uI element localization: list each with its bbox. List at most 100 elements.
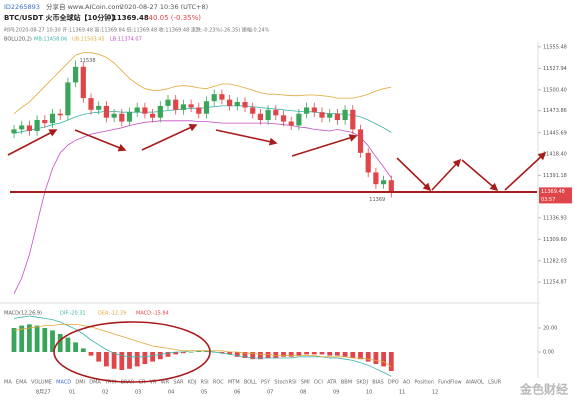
candle-body	[304, 107, 310, 114]
candle-body	[203, 101, 210, 114]
indicator-line	[13, 105, 392, 134]
macd-bar	[57, 333, 63, 352]
legend-entry: DIF:-20.31	[60, 311, 86, 317]
macd-bar	[381, 351, 386, 367]
indicator-tab[interactable]: ATR	[327, 380, 337, 386]
indicator-tab[interactable]: SAR	[173, 380, 184, 386]
candle-body	[111, 113, 117, 118]
macd-bar	[73, 342, 78, 352]
x-tick-label: 06	[234, 390, 240, 396]
macd-bar	[327, 351, 333, 356]
y-tick-label: 11282.03	[543, 258, 567, 264]
indicator-tab[interactable]: MACD	[56, 380, 71, 386]
legend-entry: MACD:-15.84	[136, 311, 169, 317]
macd-bar	[219, 351, 225, 354]
indicator-tab[interactable]: MTM	[228, 380, 240, 386]
macd-bar	[157, 351, 163, 360]
candle-body	[327, 113, 333, 118]
indicator-tab[interactable]: SMI	[301, 380, 310, 386]
candle-body	[150, 113, 156, 118]
indicator-tab[interactable]: SKDJ	[356, 380, 368, 386]
indicator-tab[interactable]: BIAS	[372, 380, 384, 386]
watermark: 金色财经	[519, 382, 568, 397]
macd-bar	[227, 351, 232, 355]
candle-body	[134, 107, 140, 113]
indicator-tab[interactable]: WR	[161, 380, 170, 386]
candle-body	[19, 125, 25, 130]
indicator-title: BOLL(20,2)	[4, 37, 32, 43]
annotation-ellipse	[53, 321, 211, 383]
macd-bar	[342, 351, 348, 357]
candle-body	[257, 113, 263, 120]
macd-bar	[173, 351, 179, 355]
macd-bar	[127, 351, 132, 369]
indicator-tab[interactable]: PSY	[261, 380, 271, 386]
x-tick-label: 03	[135, 390, 141, 396]
macd-title: MACD(12,26,9)	[4, 311, 42, 317]
indicator-tab[interactable]: DMA	[89, 380, 101, 386]
y-tick-label: 11391.18	[543, 173, 567, 179]
indicator-tab[interactable]: LSUR	[488, 380, 502, 386]
macd-bar	[250, 351, 256, 360]
x-tick-label: 09	[333, 390, 339, 396]
candle-body	[219, 94, 225, 100]
indicator-tab[interactable]: EMA	[16, 380, 27, 386]
indicator-tab[interactable]: DMI	[75, 380, 85, 386]
macd-bar	[104, 351, 109, 367]
indicator-tab[interactable]: RSI	[201, 380, 209, 386]
annotations	[7, 124, 547, 192]
indicator-tab[interactable]: MA	[4, 380, 12, 386]
x-tick-label: 8月27	[36, 390, 51, 396]
indicator-tab[interactable]: StochRSI	[274, 380, 296, 386]
indicator-tab[interactable]: BOLL	[244, 380, 257, 386]
candle-body	[242, 102, 248, 108]
y-tick-label: 0.00	[543, 349, 554, 355]
change: -40.05 (-0.35%)	[146, 14, 201, 22]
indicator-tab[interactable]: KDJ	[188, 380, 197, 386]
candle-body	[211, 94, 217, 102]
candle-body	[49, 113, 56, 124]
candle-body	[173, 99, 179, 110]
indicator-tab[interactable]: DPO	[388, 380, 399, 386]
macd-bar	[281, 351, 286, 357]
y-tick-label: 11336.93	[543, 215, 567, 221]
macd-bar	[111, 351, 117, 369]
macd-bar	[142, 351, 148, 364]
indicator-tab[interactable]: OCI	[314, 380, 323, 386]
macd-bar	[88, 351, 94, 356]
price-tag	[539, 187, 572, 204]
candle-body	[126, 112, 133, 122]
legend-entry: UB:11503.45	[72, 37, 105, 43]
indicator-tab[interactable]: AIAVOL	[466, 380, 484, 386]
candle-body	[196, 107, 202, 114]
macd-bar	[388, 351, 394, 372]
indicator-line	[13, 120, 392, 294]
indicator-tab[interactable]: Position	[414, 380, 433, 386]
candle-body	[65, 82, 71, 116]
indicator-tab[interactable]: AO	[403, 380, 410, 386]
macd-bar	[19, 325, 25, 352]
candle-body	[311, 107, 317, 113]
x-tick-label: 12	[432, 390, 438, 396]
macd-bar	[50, 330, 55, 352]
indicator-tab[interactable]: FundFlow	[438, 380, 462, 386]
macd-bar	[358, 351, 363, 360]
max-label: 11538	[80, 58, 96, 64]
candle-body	[227, 99, 233, 106]
candle-body	[357, 129, 364, 153]
arrow	[396, 157, 432, 192]
macd-bar	[134, 351, 140, 367]
indicator-tab[interactable]: VR	[150, 380, 157, 386]
indicator-tab[interactable]: BBM	[341, 380, 352, 386]
indicator-tab[interactable]: ROC	[213, 380, 224, 386]
indicator-tab[interactable]: VOLUME	[31, 380, 52, 386]
macd-bar	[273, 351, 279, 358]
candle-body	[265, 109, 271, 120]
candle-body	[296, 113, 302, 126]
candle-body	[373, 172, 379, 185]
source: 分享自 www.AICoin.com	[46, 2, 122, 11]
indicator-tab[interactable]: TRIX	[104, 380, 117, 386]
macd-bar	[258, 351, 263, 360]
candle-body	[42, 120, 48, 124]
